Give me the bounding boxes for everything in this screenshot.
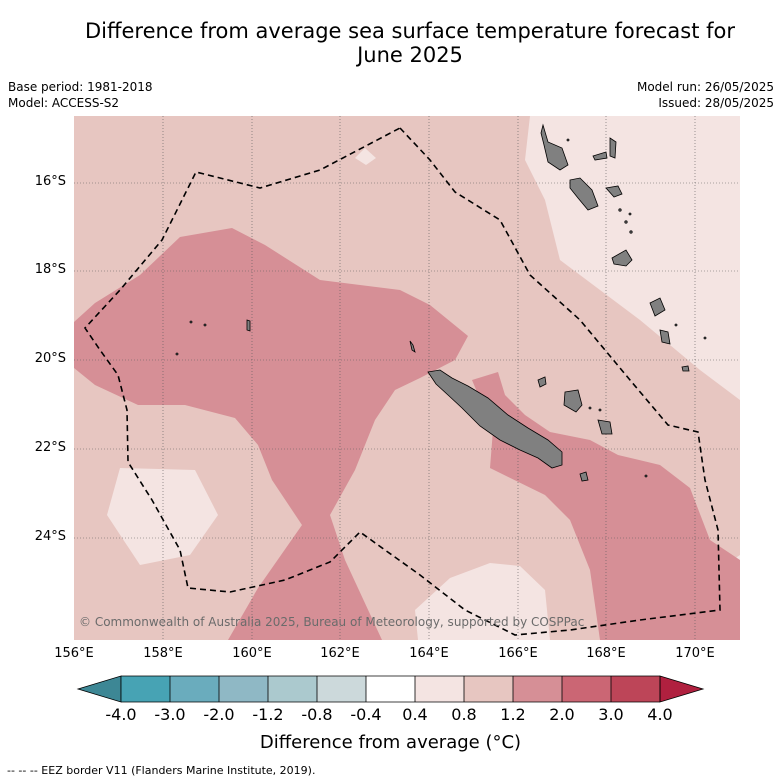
anomaly-region-0.4-0.8-south [415, 563, 550, 640]
colorbar [76, 675, 705, 703]
colorbar-segment-6 [366, 676, 415, 702]
efate-island-icon [611, 249, 633, 267]
colorbar-segment-8 [464, 676, 513, 702]
colorbar-tick: -4.0 [105, 705, 137, 724]
colorbar-tick: 0.4 [402, 705, 428, 724]
lat-label-22s: 22°S [34, 440, 66, 455]
mare-island-icon [597, 419, 613, 435]
land-masses [175, 123, 707, 482]
eez-border [83, 127, 721, 636]
lon-label-160e: 160°E [232, 646, 272, 661]
colorbar-tick: -0.8 [301, 705, 333, 724]
lat-label-24s: 24°S [34, 529, 66, 544]
colorbar-segment-5 [317, 676, 366, 702]
colorbar-segment-9 [513, 676, 562, 702]
colorbar-segment-1 [121, 676, 170, 702]
lat-label-16s: 16°S [34, 174, 66, 189]
graticule [74, 116, 740, 640]
colorbar-tick: -3.0 [154, 705, 186, 724]
anomaly-region-0.4-0.8-small [355, 148, 376, 165]
ouvea-island-icon [537, 376, 547, 388]
erromango-island-icon [649, 297, 666, 317]
model-label: Model: ACCESS-S2 [8, 96, 120, 110]
lat-label-20s: 20°S [34, 351, 66, 366]
colorbar-tick: 3.0 [598, 705, 624, 724]
ambae-island-icon [592, 151, 608, 161]
colorbar-segment-2 [170, 676, 219, 702]
colorbar-tick: -2.0 [203, 705, 235, 724]
lon-label-156e: 156°E [54, 646, 94, 661]
colorbar-segment-11 [611, 676, 660, 702]
tanna-island-icon [659, 329, 671, 345]
epi-island-icon [605, 185, 623, 198]
lon-label-162e: 162°E [320, 646, 360, 661]
belep-island-icon [409, 340, 416, 353]
colorbar-tick: 4.0 [647, 705, 673, 724]
colorbar-segment-7 [415, 676, 464, 702]
colorbar-segment-3 [219, 676, 268, 702]
lon-label-158e: 158°E [143, 646, 183, 661]
colorbar-tick: -1.2 [252, 705, 284, 724]
issued-label: Issued: 28/05/2025 [658, 96, 774, 110]
colorbar-tick: 0.8 [451, 705, 477, 724]
lon-label-166e: 166°E [498, 646, 538, 661]
colorbar-label: Difference from average (°C) [259, 732, 522, 753]
base-period-label: Base period: 1981-2018 [8, 80, 153, 94]
aneityum-island-icon [681, 365, 690, 372]
malakula-island-icon [569, 177, 599, 211]
pentecost-island-icon [609, 137, 617, 159]
copyright-notice: © Commonwealth of Australia 2025, Bureau… [79, 615, 585, 629]
map-title-line1: Difference from average sea surface temp… [85, 19, 735, 43]
colorbar-under-triangle [76, 675, 122, 703]
colorbar-segment-4 [268, 676, 317, 702]
colorbar-tick: 2.0 [549, 705, 575, 724]
lat-label-18s: 18°S [34, 262, 66, 277]
colorbar-tick: -0.4 [350, 705, 382, 724]
lon-label-168e: 168°E [586, 646, 626, 661]
map-title-line2: June 2025 [357, 43, 463, 67]
colorbar-tick: 1.2 [500, 705, 526, 724]
santo-island-icon [540, 123, 569, 171]
lifou-island-icon [563, 389, 583, 413]
lon-label-170e: 170°E [675, 646, 715, 661]
model-run-label: Model run: 26/05/2025 [636, 80, 774, 94]
anomaly-region-0.4-0.8-southwest [107, 468, 218, 565]
new-caledonia-grande-terre [427, 369, 563, 469]
colorbar-segment-10 [562, 676, 611, 702]
colorbar-over-triangle [659, 675, 705, 703]
isle-of-pines-icon [579, 471, 589, 482]
chesterfield-island-icon [246, 319, 251, 332]
eez-legend: -- -- -- EEZ border V11 (Flanders Marine… [7, 764, 316, 777]
anomaly-region-1.2-2.0-west [74, 228, 468, 640]
lon-label-164e: 164°E [409, 646, 449, 661]
